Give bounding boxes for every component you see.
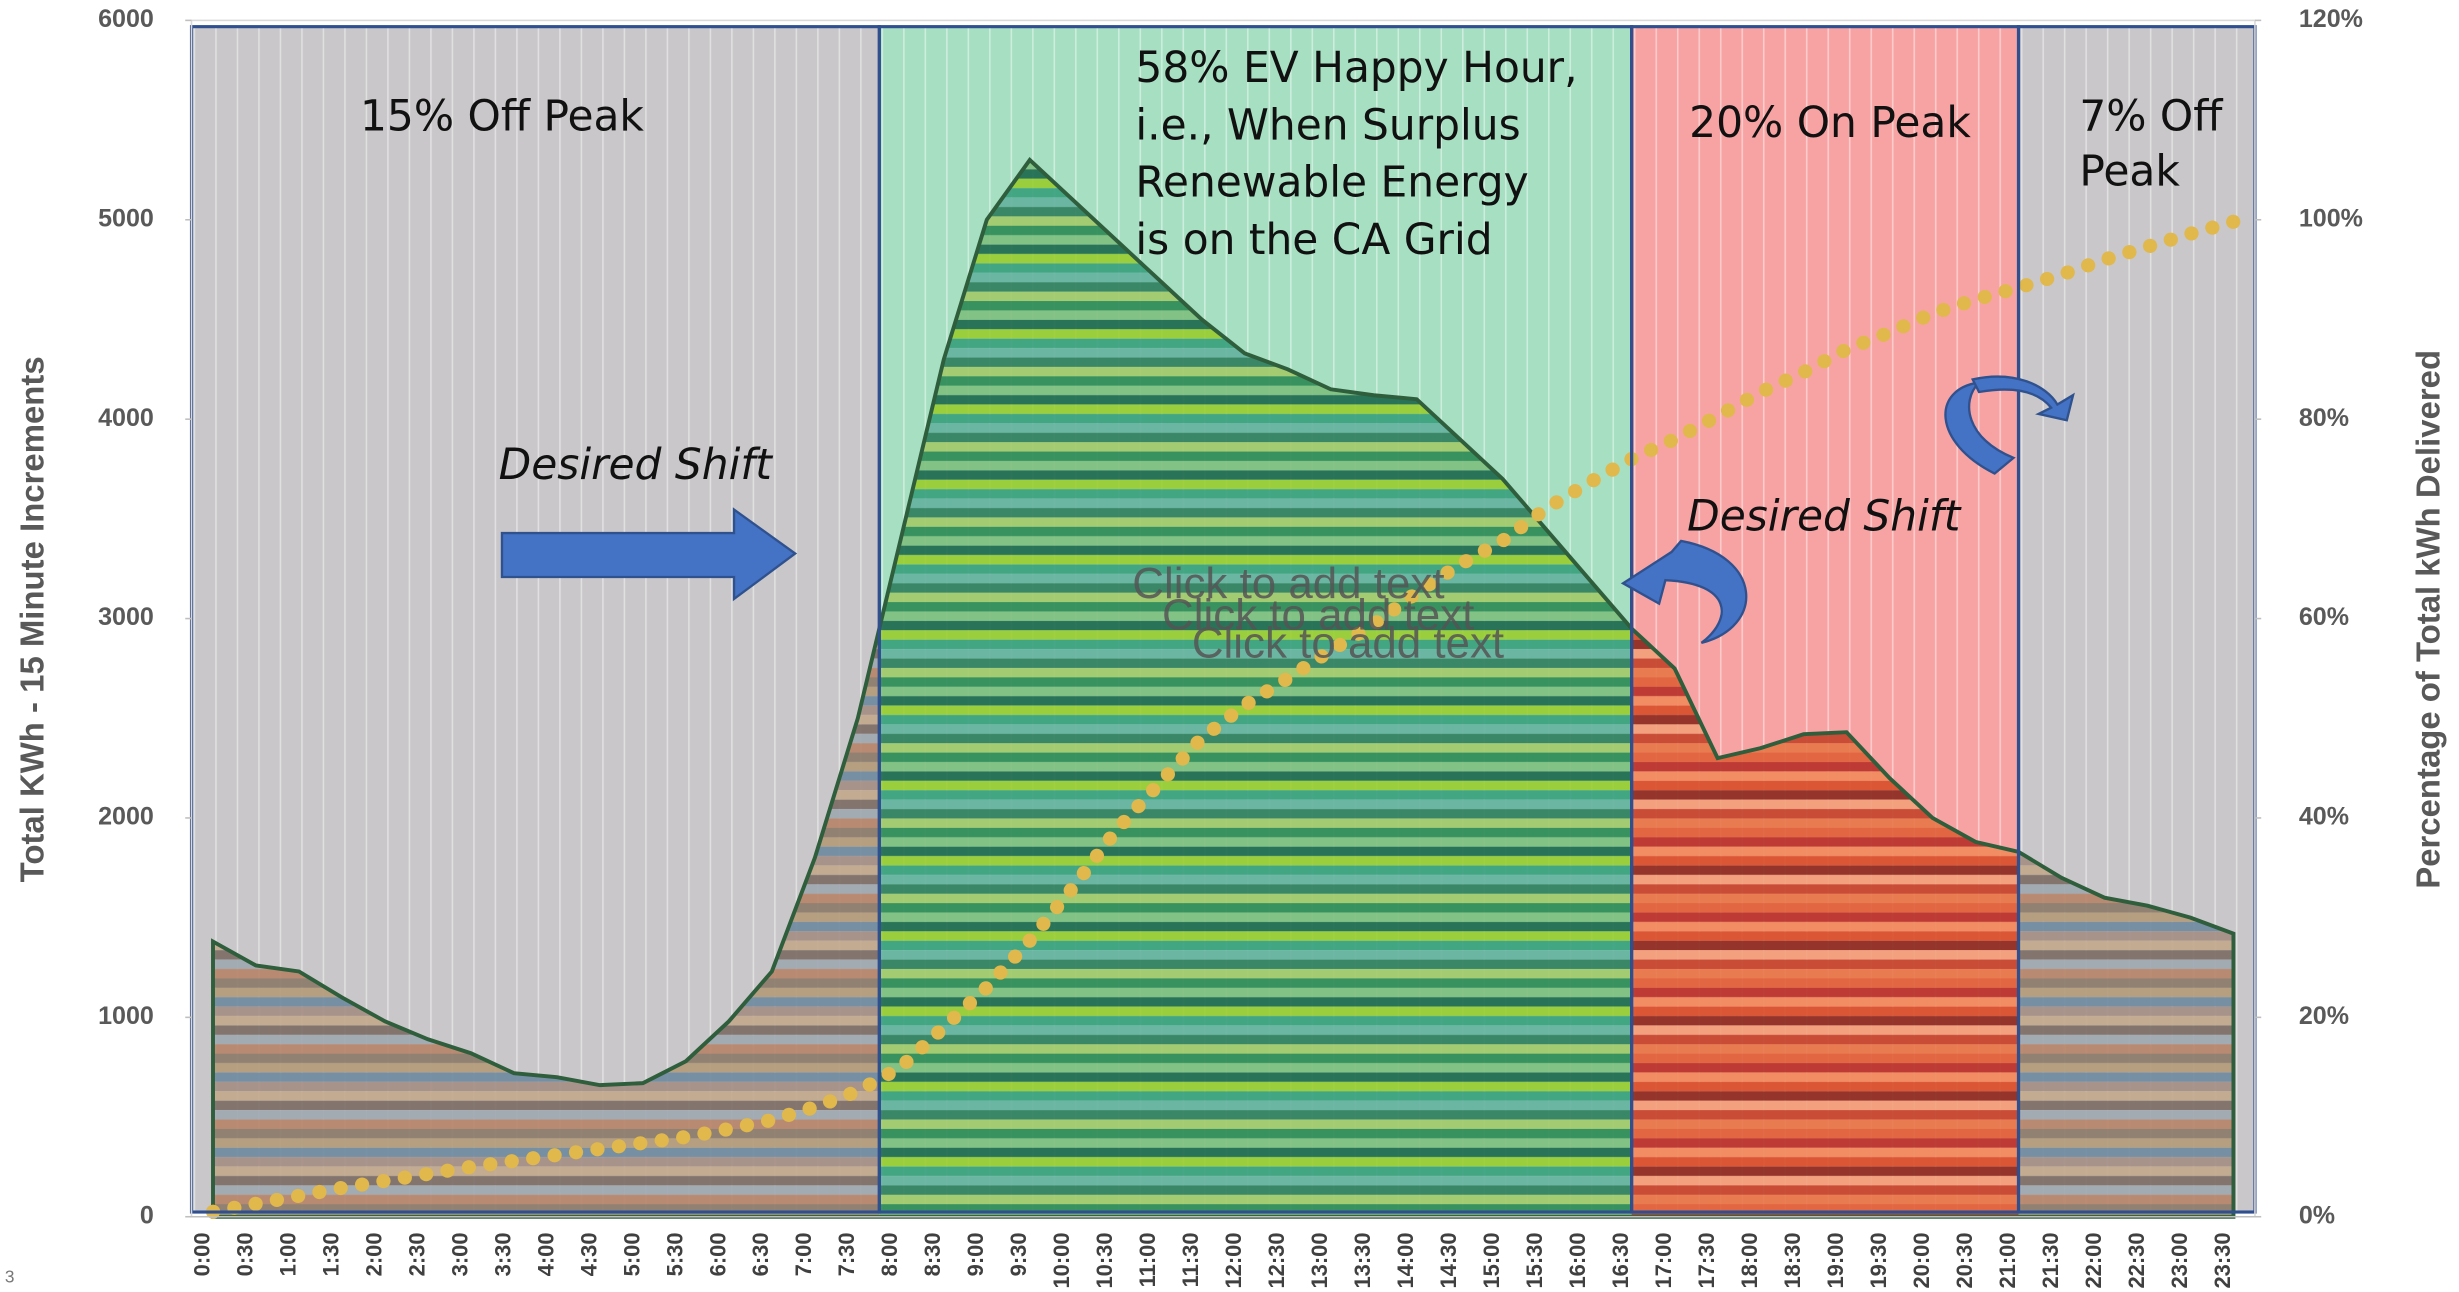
x-tick-label: 10:00: [1049, 1232, 1074, 1288]
arrows: [500, 375, 2075, 645]
x-tick-label: 13:30: [1350, 1232, 1375, 1288]
x-tick-label: 8:00: [877, 1232, 902, 1276]
zone-label: Renewable Energy: [1135, 158, 1528, 207]
y2-tick-label: 60%: [2299, 603, 2349, 631]
y-tick-label: 5000: [98, 204, 154, 232]
x-tick-label: 6:30: [748, 1232, 773, 1276]
x-tick-label: 2:30: [404, 1232, 429, 1276]
x-tick-label: 6:00: [705, 1232, 730, 1276]
y-tick-label: 4000: [98, 404, 154, 432]
x-tick-label: 1:30: [318, 1232, 343, 1276]
placeholder-text[interactable]: Click to add text: [1132, 559, 1444, 608]
x-tick-label: 5:00: [619, 1232, 644, 1276]
x-tick-label: 14:30: [1436, 1232, 1461, 1288]
x-tick-label: 10:30: [1092, 1232, 1117, 1288]
x-tick-label: 3:30: [490, 1232, 515, 1276]
placeholder-text[interactable]: Click to add text: [1162, 590, 1474, 639]
annotation: Desired Shift: [1687, 491, 1962, 540]
x-tick-label: 7:30: [834, 1232, 859, 1276]
annotation: Desired Shift: [499, 440, 774, 489]
x-tick-label: 23:30: [2210, 1232, 2235, 1288]
x-tick-label: 16:00: [1565, 1232, 1590, 1288]
x-tick-label: 21:30: [2038, 1232, 2063, 1288]
x-tick-label: 4:30: [576, 1232, 601, 1276]
x-tick-label: 5:30: [662, 1232, 687, 1276]
x-tick-label: 22:00: [2081, 1232, 2106, 1288]
y-tick-label: 0: [140, 1201, 154, 1229]
x-tick-label: 7:00: [791, 1232, 816, 1276]
x-tick-label: 17:00: [1651, 1232, 1676, 1288]
x-tick-label: 11:00: [1135, 1232, 1160, 1287]
cumulative-line: [205, 214, 2241, 1219]
x-tick-label: 17:30: [1694, 1232, 1719, 1288]
x-tick-label: 12:00: [1221, 1232, 1246, 1288]
x-tick-label: 4:00: [533, 1232, 558, 1276]
y2-tick-label: 0%: [2299, 1201, 2335, 1229]
zone-label: 7% Off: [2079, 92, 2223, 141]
y-tick-label: 3000: [98, 603, 154, 631]
zone-label: 58% EV Happy Hour,: [1135, 43, 1577, 92]
x-tick-label: 2:00: [361, 1232, 386, 1276]
zone-label: i.e., When Surplus: [1135, 100, 1520, 149]
x-tick-label: 9:00: [963, 1232, 988, 1276]
y2-tick-label: 100%: [2299, 204, 2363, 232]
shift-arrow: [500, 507, 798, 602]
y2-tick-label: 80%: [2299, 404, 2349, 432]
x-tick-label: 14:00: [1393, 1232, 1418, 1288]
x-tick-label: 23:00: [2167, 1232, 2192, 1288]
x-tick-label: 8:30: [920, 1232, 945, 1276]
x-tick-label: 22:30: [2124, 1232, 2149, 1288]
x-tick-label: 19:00: [1823, 1232, 1848, 1288]
x-tick-label: 19:30: [1866, 1232, 1891, 1288]
y-tick-label: 1000: [98, 1002, 154, 1030]
y-tick-label: 2000: [98, 803, 154, 831]
zone-label: 15% Off Peak: [360, 92, 644, 141]
x-tick-label: 0:00: [189, 1232, 214, 1276]
x-tick-label: 20:30: [1952, 1232, 1977, 1288]
x-tick-label: 11:30: [1178, 1232, 1203, 1287]
x-tick-label: 12:30: [1264, 1232, 1289, 1288]
zone-label: Peak: [2079, 147, 2180, 196]
x-tick-label: 0:30: [232, 1232, 257, 1276]
zone-label: is on the CA Grid: [1135, 215, 1492, 264]
x-tick-label: 20:00: [1909, 1232, 1934, 1288]
x-tick-label: 16:30: [1608, 1232, 1633, 1288]
curved-arrow: [1970, 375, 2075, 422]
x-tick-label: 9:30: [1006, 1232, 1031, 1276]
curved-arrow: [1620, 539, 1748, 645]
page-number: 3: [5, 1266, 15, 1286]
area: [211, 157, 2236, 1219]
y2-tick-label: 120%: [2299, 5, 2363, 33]
y2-tick-label: 40%: [2299, 803, 2349, 831]
x-tick-label: 18:00: [1737, 1232, 1762, 1288]
y2-axis-title: Percentage of Total kWh Delivered: [2409, 350, 2446, 889]
x-tick-label: 15:00: [1479, 1232, 1504, 1288]
x-tick-label: 3:00: [447, 1232, 472, 1276]
x-tick-label: 1:00: [275, 1232, 300, 1276]
y-axis-title: Total KWh - 15 Minute Increments: [13, 356, 50, 882]
axes: 0 1000 2000 3000 4000 5000 6000 0% 20% 40% 60% 80% 1…: [98, 5, 2363, 1289]
x-tick-label: 18:30: [1780, 1232, 1805, 1288]
y-tick-label: 6000: [98, 5, 154, 33]
placeholder-text[interactable]: Click to add text: [1192, 619, 1504, 668]
y2-tick-label: 20%: [2299, 1002, 2349, 1030]
x-tick-label: 21:00: [1995, 1232, 2020, 1288]
x-tick-label: 13:00: [1307, 1232, 1332, 1288]
zone-label: 20% On Peak: [1689, 98, 1971, 147]
x-tick-label: 15:30: [1522, 1232, 1547, 1288]
